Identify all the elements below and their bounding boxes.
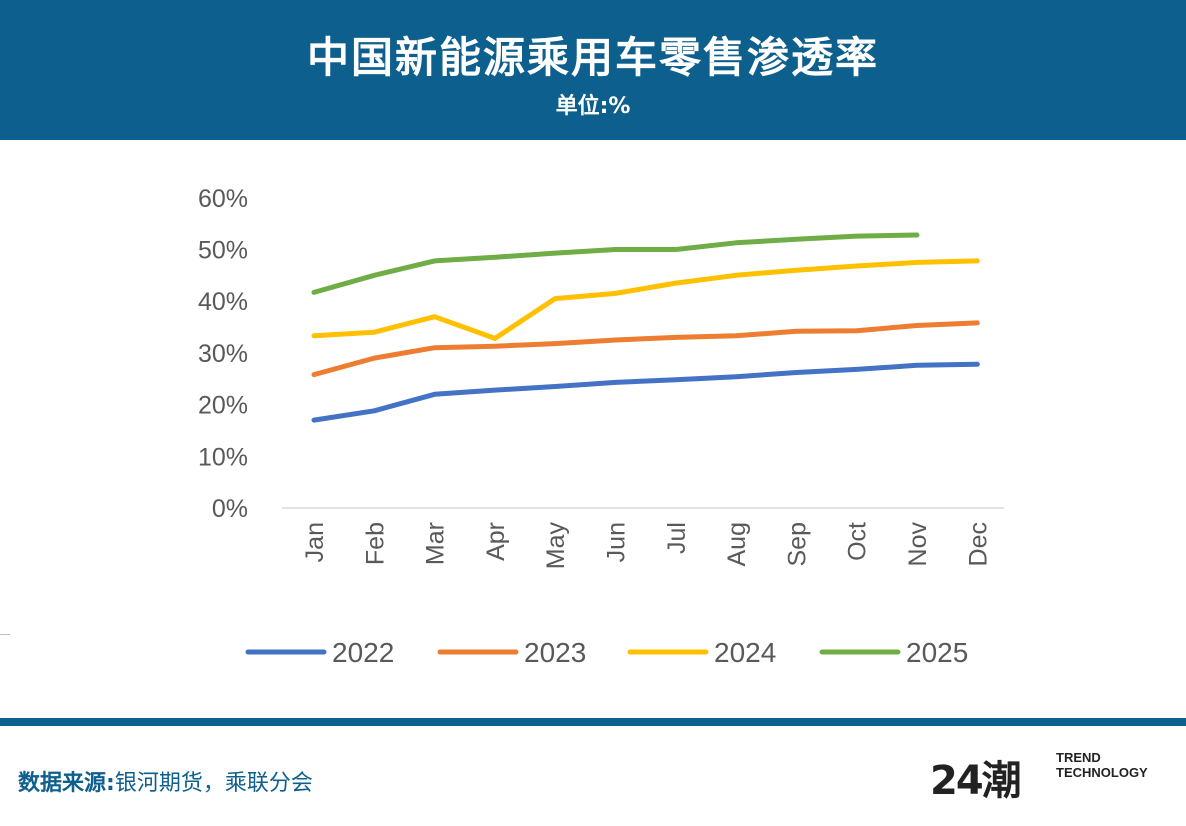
- line-chart: 0%10%20%30%40%50%60% Jan Feb Mar Apr May Jun J…: [198, 185, 1004, 668]
- legend: 2022 2023 2024 2025: [245, 637, 968, 668]
- y-tick-label: 50%: [198, 237, 248, 265]
- y-tick-label: 20%: [198, 392, 248, 420]
- series-line-2023: [311, 320, 980, 378]
- series-line-2024: [311, 258, 980, 341]
- series-lines: [311, 232, 980, 423]
- legend-label-2022: 2022: [332, 637, 394, 668]
- x-tick-label: Apr: [482, 522, 510, 561]
- x-axis: Jan Feb Mar Apr May Jun Jul Aug Sep Oct Nov Dec: [301, 522, 992, 570]
- logo-line-1: TREND: [1056, 750, 1101, 765]
- x-tick-label: Jul: [663, 522, 691, 554]
- x-tick-label: Jan: [301, 522, 329, 562]
- logo-wordmark: TREND TECHNOLOGY: [1056, 750, 1148, 780]
- source-value: 银河期货，乘联分会: [114, 771, 313, 796]
- legend-label-2024: 2024: [714, 637, 776, 668]
- header-bar: 中国新能源乘用车零售渗透率 单位:%: [0, 0, 1186, 140]
- x-tick-label: Feb: [361, 522, 389, 565]
- bottom-divider: [0, 718, 1186, 726]
- x-tick-label: Nov: [904, 522, 932, 567]
- x-tick-label: Mar: [422, 522, 450, 565]
- x-tick-label: Jun: [603, 522, 631, 562]
- brand-logo: 24潮 TREND TECHNOLOGY: [930, 748, 1160, 804]
- source-label: 数据来源:: [18, 771, 115, 796]
- y-tick-label: 0%: [212, 495, 248, 523]
- x-tick-label: Sep: [783, 522, 811, 566]
- logo-line-2: TECHNOLOGY: [1056, 765, 1148, 780]
- x-tick-label: Dec: [964, 522, 992, 566]
- x-tick-label: Aug: [723, 522, 751, 566]
- series-line-2025: [311, 232, 920, 295]
- series-line-2022: [311, 361, 980, 423]
- y-tick-label: 30%: [198, 340, 248, 368]
- page-title: 中国新能源乘用车零售渗透率: [306, 33, 879, 82]
- legend-label-2023: 2023: [524, 637, 586, 668]
- data-source: 数据来源:银河期货，乘联分会: [18, 765, 313, 797]
- x-tick-label: May: [542, 522, 570, 570]
- legend-label-2025: 2025: [906, 637, 968, 668]
- y-axis: 0% 10% 20% 30% 40% 50% 60%: [198, 185, 248, 523]
- y-tick-label: 10%: [198, 443, 248, 471]
- y-tick-label: 60%: [198, 185, 248, 213]
- x-tick-label: Oct: [844, 522, 872, 561]
- y-tick-label: 40%: [198, 288, 248, 316]
- logo-mark: 24潮: [930, 758, 1022, 804]
- left-edge-tick: [0, 634, 10, 635]
- chart-area: 0% 10% 20% 30% 40% 50% 60% Jan Feb Mar Apr May Jun J…: [0, 140, 1186, 718]
- page-subtitle: 单位:%: [555, 94, 631, 119]
